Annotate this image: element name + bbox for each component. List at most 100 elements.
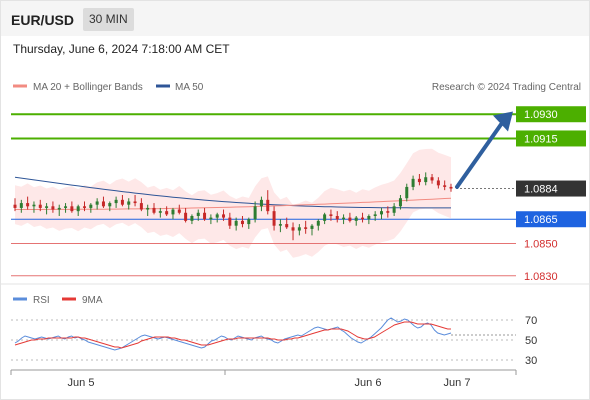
target-level-tag: [516, 106, 586, 123]
x-tick-label: Jun 6: [355, 377, 382, 389]
candle-body: [165, 211, 169, 215]
candle-body: [247, 219, 251, 225]
ma20-legend-label: MA 20 + Bollinger Bands: [33, 82, 143, 93]
candle-body: [272, 211, 276, 226]
candle-body: [215, 214, 219, 218]
candle-body: [171, 209, 175, 215]
price-levels: [11, 113, 516, 277]
candle-body: [291, 227, 295, 231]
candle-body: [133, 201, 137, 204]
copyright-credit: Research © 2024 Trading Central: [432, 82, 581, 93]
support-level-label: 1.0830: [524, 271, 558, 283]
candle-body: [436, 180, 440, 186]
candle-body: [83, 206, 87, 208]
arrow-head: [493, 111, 513, 132]
candle-body: [259, 199, 263, 207]
candle-body: [310, 225, 314, 229]
candle-body: [405, 186, 409, 199]
current-price-label: 1.0884: [524, 184, 558, 196]
ma20-line: [15, 197, 452, 210]
symbol-label: EUR/USD: [11, 12, 75, 28]
candle-body: [70, 206, 74, 212]
chart-datetime: Thursday, June 6, 2024 7:18:00 AM CET: [13, 42, 230, 56]
candle-body: [297, 227, 301, 231]
candle-body: [329, 214, 333, 216]
rsi-tick-label: 30: [525, 355, 537, 367]
candle-body: [19, 203, 23, 208]
x-tick-label: Jun 5: [68, 377, 95, 389]
candle-body: [76, 206, 80, 212]
target-level-tag: [516, 130, 586, 147]
rsi-indicator: 70 50 30: [11, 315, 537, 367]
candle-body: [354, 217, 358, 221]
rsi-legend-label: RSI: [33, 295, 50, 306]
candle-body: [158, 211, 162, 213]
candle-body: [430, 177, 434, 181]
candle-body: [348, 217, 352, 221]
ma9-legend-label: 9MA: [82, 295, 103, 306]
candle-body: [228, 217, 232, 226]
candle-body: [114, 199, 118, 204]
candle-body: [392, 206, 396, 213]
candle-body: [234, 220, 238, 226]
candle-body: [240, 220, 244, 225]
rsi-tick-label: 70: [525, 315, 537, 327]
candle-body: [417, 178, 421, 183]
candle-body: [373, 214, 377, 216]
candle-body: [13, 204, 17, 208]
x-tick-label: Jun 7: [444, 377, 471, 389]
candle-body: [57, 207, 61, 210]
candle-body: [196, 212, 200, 216]
price-tags: 1.0930 1.0915 1.0884 1.0865 1.0850 1.0830: [516, 106, 586, 283]
ma50-line: [14, 176, 451, 209]
candle-body: [222, 214, 226, 218]
x-axis: Jun 5 Jun 6 Jun 7: [10, 370, 517, 389]
candle-body: [152, 207, 156, 213]
candle-body: [101, 201, 105, 207]
candle-body: [146, 207, 150, 210]
candle-body: [398, 198, 402, 207]
candle-body: [342, 217, 346, 220]
bollinger-band-area: [15, 148, 451, 258]
candle-body: [386, 211, 390, 213]
candle-body: [127, 201, 131, 205]
candle-body: [266, 199, 270, 212]
bollinger-band: [15, 148, 451, 258]
target-level-label: 1.0930: [524, 109, 558, 121]
candle-body: [108, 203, 112, 207]
candle-body: [209, 217, 213, 220]
timeframe-button[interactable]: 30 MIN: [83, 8, 134, 31]
candle-body: [95, 201, 99, 205]
moving-averages: [14, 176, 452, 210]
candle-body: [316, 220, 320, 226]
candle-body: [177, 209, 181, 213]
candle-body: [38, 204, 42, 208]
candle-body: [323, 214, 327, 221]
candle-body: [449, 186, 453, 189]
candle-body: [203, 212, 207, 220]
rsi-tick-label: 50: [525, 335, 537, 347]
arrow-shaft: [455, 122, 503, 189]
candle-body: [285, 224, 289, 228]
candle-body: [64, 206, 68, 208]
target-level-label: 1.0915: [524, 133, 558, 145]
candle-body: [361, 217, 365, 220]
support-level-label: 1.0850: [524, 238, 558, 250]
candle-body: [139, 203, 143, 210]
pivot-level-label: 1.0865: [524, 214, 558, 226]
candles: [13, 172, 453, 241]
ma50-legend-label: MA 50: [175, 82, 204, 93]
candle-body: [45, 206, 49, 208]
candle-body: [184, 212, 188, 221]
candle-body: [424, 177, 428, 183]
candle-body: [278, 224, 282, 226]
candle-body: [304, 227, 308, 229]
candle-body: [190, 216, 194, 221]
candle-body: [335, 216, 339, 220]
rsi-ma9-line: [14, 321, 451, 349]
candle-body: [411, 178, 415, 187]
forecast-arrow: [455, 111, 513, 189]
candle-body: [253, 206, 257, 220]
candle-body: [51, 206, 55, 210]
